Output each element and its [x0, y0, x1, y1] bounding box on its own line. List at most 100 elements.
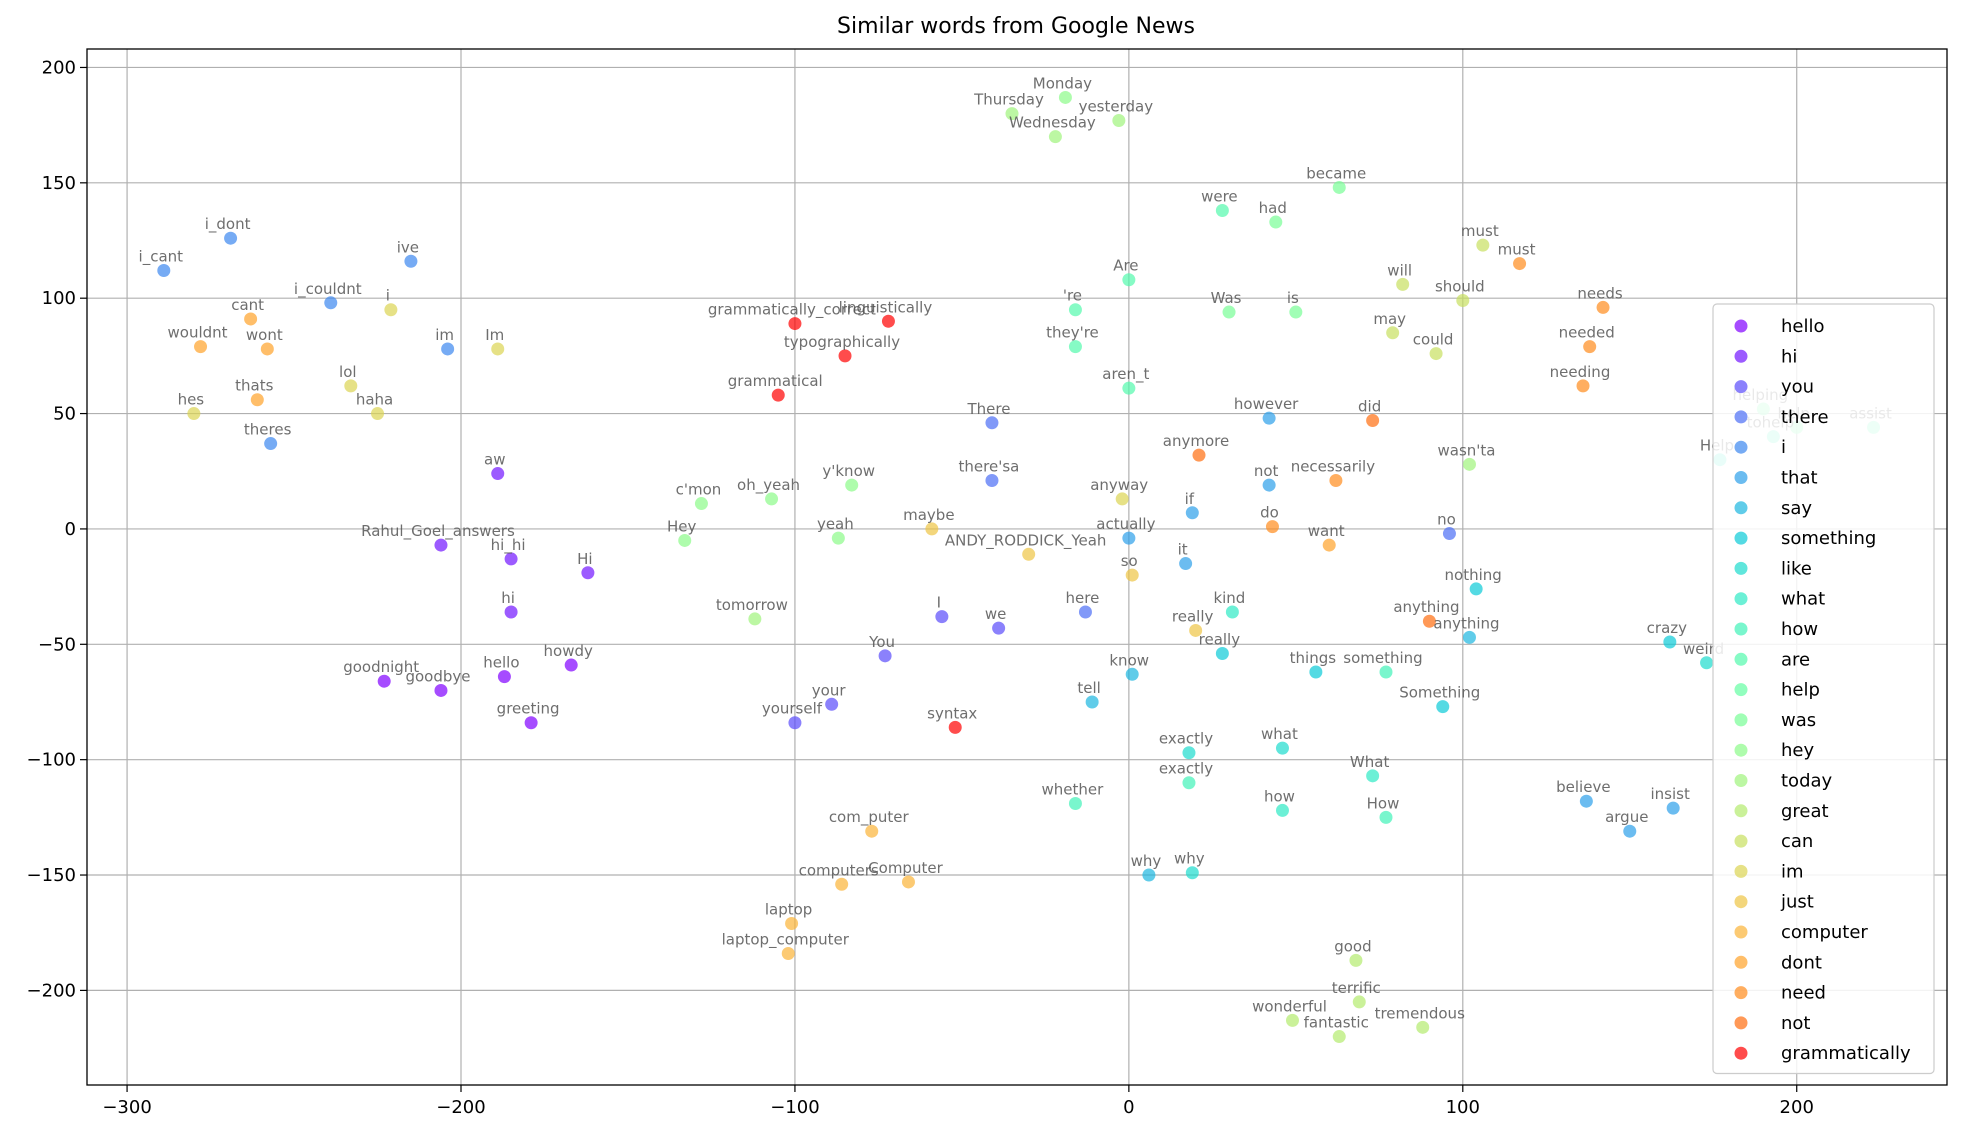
- point-something: [1436, 700, 1450, 714]
- legend-entry: im: [1781, 861, 1804, 882]
- y-tick-label: −200: [27, 980, 76, 1001]
- point-label: anymore: [1163, 432, 1229, 450]
- point-label: ANDY_RODDICK_Yeah: [945, 531, 1107, 550]
- point-label: something: [1343, 649, 1422, 667]
- x-tick-label: −300: [102, 1097, 151, 1118]
- point-like: [1700, 656, 1714, 670]
- point-dont: [250, 393, 264, 407]
- point-label: is: [1287, 289, 1299, 307]
- point-label: no: [1437, 511, 1456, 529]
- point-label: haha: [356, 391, 393, 409]
- point-label: syntax: [927, 704, 977, 722]
- point-just: [925, 522, 939, 536]
- point-label: anything: [1393, 598, 1459, 616]
- point-label: tremendous: [1375, 1004, 1466, 1022]
- point-need: [1583, 340, 1597, 354]
- point-that: [1122, 531, 1136, 545]
- point-label: it: [1178, 541, 1188, 559]
- point-hello: [434, 683, 448, 697]
- point-like: [1182, 746, 1196, 760]
- legend-entry: you: [1781, 377, 1814, 398]
- point-label: typographically: [784, 333, 900, 351]
- legend-marker: [1734, 834, 1748, 848]
- point-label: ive: [397, 238, 419, 256]
- point-label: argue: [1605, 808, 1648, 826]
- legend-marker: [1734, 531, 1748, 545]
- point-today: [1048, 130, 1062, 144]
- point-what: [1366, 769, 1380, 783]
- point-need: [1329, 473, 1343, 487]
- point-label: grammatical: [728, 372, 823, 390]
- point-label: i_cant: [139, 248, 184, 267]
- legend-marker: [1734, 713, 1748, 727]
- point-just: [1022, 547, 1036, 561]
- point-label: Hi: [577, 550, 592, 568]
- x-tick-label: 100: [1446, 1097, 1480, 1118]
- point-label: want: [1308, 522, 1345, 540]
- point-label: will: [1387, 261, 1412, 279]
- point-label: theres: [244, 421, 292, 439]
- point-dont: [194, 340, 208, 354]
- point-hello: [564, 658, 578, 672]
- legend-entry: dont: [1781, 952, 1822, 973]
- point-dont: [1322, 538, 1336, 552]
- point-label: tomorrow: [716, 596, 788, 614]
- point-i: [264, 437, 278, 451]
- point-label: what: [1261, 725, 1298, 743]
- point-label: had: [1259, 199, 1287, 217]
- legend-entry: like: [1781, 558, 1812, 579]
- point-computer: [785, 916, 799, 930]
- point-label: computers: [799, 861, 879, 879]
- legend-box: [1712, 303, 1935, 1075]
- point-label: they're: [1046, 324, 1099, 342]
- point-was: [1332, 180, 1346, 194]
- legend-marker: [1734, 683, 1748, 697]
- y-tick-label: 200: [42, 57, 76, 78]
- point-label: insist: [1650, 785, 1689, 803]
- point-label: greeting: [497, 700, 560, 718]
- legend-marker: [1734, 440, 1748, 454]
- point-not: [1366, 413, 1380, 427]
- point-great: [1416, 1020, 1430, 1034]
- point-hello: [377, 674, 391, 688]
- point-label: cant: [231, 296, 264, 314]
- point-label: why: [1174, 850, 1205, 868]
- point-i: [324, 296, 338, 310]
- point-hey: [678, 533, 692, 547]
- point-was: [1222, 305, 1236, 319]
- point-label: may: [1373, 310, 1406, 328]
- y-tick-label: −150: [27, 865, 76, 886]
- point-that: [1262, 478, 1276, 492]
- point-great: [1285, 1013, 1299, 1027]
- point-label: really: [1199, 631, 1241, 649]
- point-label: things: [1290, 649, 1337, 667]
- point-grammatically: [771, 388, 785, 402]
- point-label: hi_hi: [491, 536, 526, 555]
- point-that: [1262, 411, 1276, 425]
- legend-marker: [1734, 895, 1748, 909]
- legend-entry: there: [1781, 407, 1829, 428]
- point-label: if: [1185, 490, 1195, 508]
- point-label: were: [1201, 188, 1238, 206]
- point-label: kind: [1213, 589, 1245, 607]
- point-you: [825, 697, 839, 711]
- point-great: [1349, 953, 1363, 967]
- legend-marker: [1734, 743, 1748, 757]
- point-label: there'sa: [959, 457, 1020, 475]
- point-label: needing: [1550, 363, 1611, 381]
- point-label: could: [1413, 331, 1454, 349]
- point-label: necessarily: [1291, 457, 1376, 475]
- point-label: became: [1306, 164, 1366, 182]
- point-label: goodnight: [343, 658, 419, 676]
- point-hey: [845, 478, 859, 492]
- point-label: why: [1131, 852, 1162, 870]
- point-great: [1352, 995, 1366, 1009]
- point-that: [1666, 801, 1680, 815]
- point-label: did: [1358, 397, 1381, 415]
- point-can: [1456, 294, 1470, 308]
- point-label: Im: [485, 326, 504, 344]
- point-label: aw: [484, 451, 505, 469]
- point-label: linguistically: [839, 298, 933, 316]
- legend-marker: [1734, 652, 1748, 666]
